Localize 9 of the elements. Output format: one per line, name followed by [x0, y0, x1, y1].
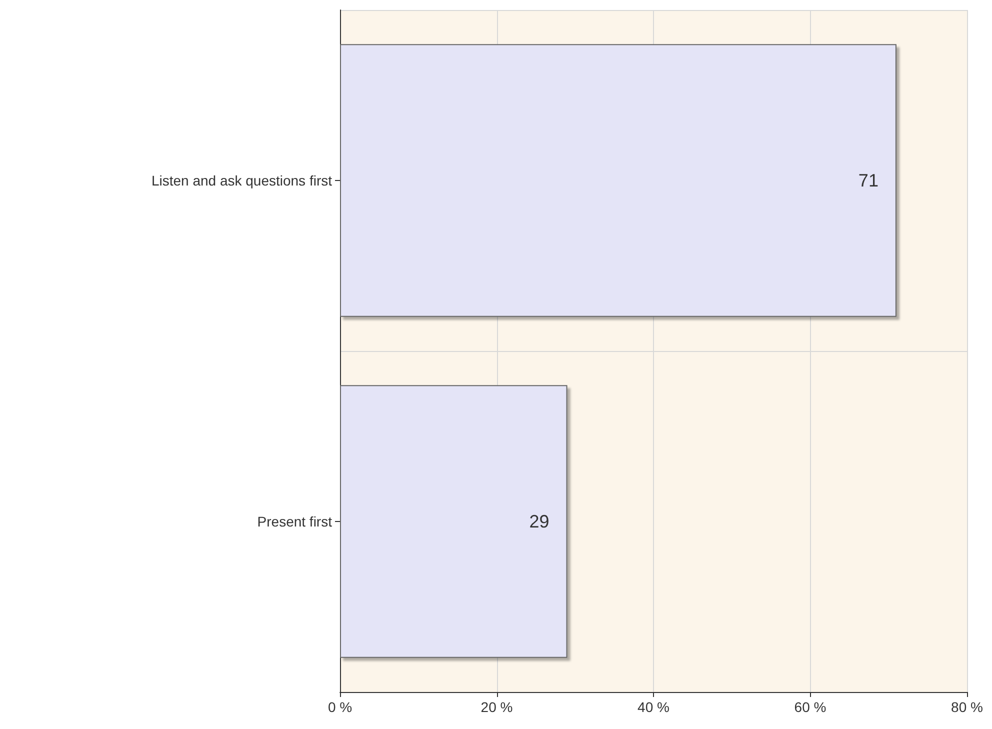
data-label: 29 — [529, 512, 550, 532]
y-tick-label: Present first — [257, 514, 332, 530]
x-tick-label: 80 % — [951, 699, 983, 715]
y-tick-label: Listen and ask questions first — [151, 172, 332, 188]
x-tick-label: 20 % — [480, 699, 513, 715]
x-tick-label: 40 % — [638, 699, 670, 715]
x-tick-label: 0 % — [328, 699, 352, 715]
data-label: 71 — [858, 170, 878, 190]
x-tick-label: 60 % — [794, 699, 826, 715]
